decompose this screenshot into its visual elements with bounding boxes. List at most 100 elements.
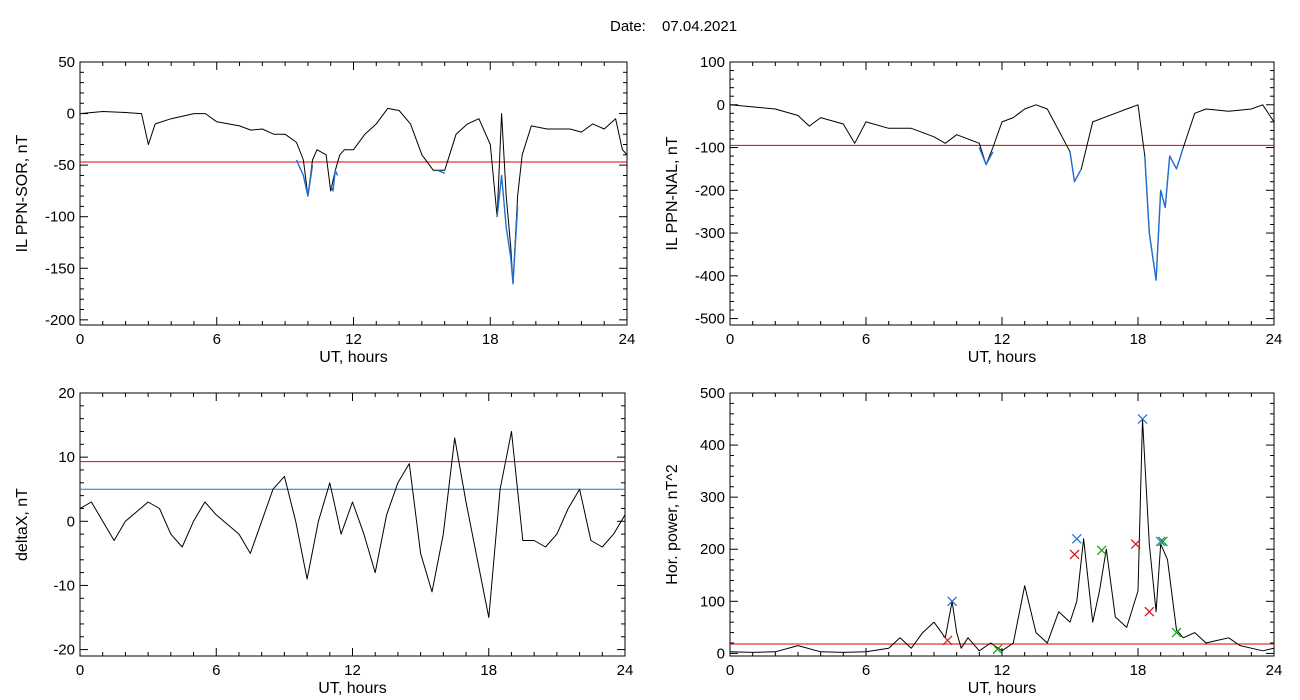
y-tick-label: 10 — [58, 449, 75, 466]
marker-stroke — [942, 635, 953, 646]
series-group — [80, 107, 627, 285]
x-tick-label: 12 — [344, 662, 361, 679]
y-tick-label: -300 — [695, 225, 725, 242]
x-tick-label: 0 — [726, 662, 734, 679]
y-axis-label: Hor. power, nT^2 — [664, 464, 681, 585]
y-tick-label: 400 — [700, 437, 725, 454]
y-tick-label: 300 — [700, 489, 725, 506]
marker-stroke — [1144, 606, 1155, 617]
plot-frame — [729, 61, 1275, 326]
x-tick-label: 18 — [480, 662, 497, 679]
y-axis-label: IL PPN-NAL, nT — [664, 136, 681, 250]
plot-frame — [79, 61, 628, 326]
series-group — [730, 418, 1274, 653]
marker-blue — [1155, 536, 1166, 547]
y-axis-label: deltaX, nT — [14, 488, 31, 561]
y-tick-label: 500 — [700, 385, 725, 402]
panel-1: 0 6 12 18 24 50 0 -50 -100 -150 -200 UT, hours IL PP… — [14, 54, 635, 366]
y-tick-label: 0 — [67, 106, 75, 123]
series-line-1 — [80, 107, 627, 285]
x-tick-label: 24 — [1266, 331, 1283, 348]
marker-stroke — [1071, 533, 1082, 544]
x-tick-label: 0 — [76, 662, 84, 679]
y-tick-label: -200 — [695, 182, 725, 199]
series-line-5 — [496, 174, 519, 285]
x-tick-label: 6 — [862, 331, 870, 348]
marker-stroke — [1137, 414, 1148, 424]
marker-green — [992, 644, 1003, 655]
panel-2: 0 6 12 18 24 100 0 -100 -200 -300 -400 -500 UT, hour… — [664, 54, 1282, 366]
marker-red — [1069, 549, 1080, 560]
y-tick-label: -50 — [53, 157, 75, 174]
x-axis-label: UT, hours — [968, 680, 1036, 697]
date-label: Date: — [610, 18, 646, 35]
y-tick-label: 20 — [58, 385, 75, 402]
series-line-2 — [978, 147, 994, 166]
marker-stroke — [947, 596, 958, 607]
series-line-4 — [1144, 147, 1184, 281]
x-tick-label: 18 — [1130, 662, 1147, 679]
marker-green — [1158, 536, 1168, 547]
x-tick-label: 12 — [994, 662, 1011, 679]
marker-stroke — [1069, 549, 1080, 560]
series-line-3 — [330, 169, 339, 192]
marker-stroke — [1158, 536, 1168, 547]
marker-red — [942, 635, 953, 646]
marker-stroke — [1130, 539, 1141, 549]
series-group — [730, 104, 1274, 281]
x-tick-label: 18 — [482, 331, 499, 348]
marker-stroke — [1096, 545, 1107, 556]
x-tick-label: 24 — [619, 331, 636, 348]
marker-stroke — [992, 644, 1003, 655]
marker-blue — [947, 596, 958, 607]
series-line-1 — [80, 431, 625, 618]
y-tick-label: -100 — [695, 140, 725, 157]
series-line-2 — [295, 159, 314, 197]
x-axis-label: UT, hours — [318, 680, 386, 697]
x-tick-label: 6 — [213, 331, 221, 348]
y-tick-label: -200 — [45, 312, 75, 329]
plot-frame — [729, 392, 1275, 657]
y-tick-label: 50 — [58, 54, 75, 71]
date-value: 07.04.2021 — [662, 18, 738, 35]
marker-stroke — [1171, 627, 1182, 638]
marker-red — [1144, 606, 1155, 617]
x-tick-label: 18 — [1130, 331, 1147, 348]
y-tick-label: -10 — [53, 577, 75, 594]
y-tick-label: -100 — [45, 209, 75, 226]
x-tick-label: 12 — [345, 331, 362, 348]
y-axis-label: IL PPN-SOR, nT — [14, 134, 31, 252]
y-tick-label: 100 — [700, 54, 725, 71]
marker-red — [1130, 539, 1141, 549]
x-tick-label: 24 — [1266, 662, 1283, 679]
x-tick-label: 0 — [76, 331, 84, 348]
y-tick-label: -20 — [53, 642, 75, 659]
y-tick-label: 0 — [717, 645, 725, 662]
series-line-1 — [730, 418, 1274, 653]
series-line-4 — [437, 169, 445, 175]
x-tick-label: 0 — [726, 331, 734, 348]
y-tick-label: 200 — [700, 541, 725, 558]
panel-3: 0 6 12 18 24 20 10 0 -10 -20 UT, hours deltaX, nT — [14, 385, 633, 697]
y-tick-label: -150 — [45, 260, 75, 277]
y-tick-label: -400 — [695, 268, 725, 285]
x-tick-label: 12 — [994, 331, 1011, 348]
marker-blue — [1071, 533, 1082, 544]
marker-green — [1171, 627, 1182, 638]
y-tick-label: 100 — [700, 593, 725, 610]
series-line-3 — [1069, 151, 1082, 183]
x-tick-label: 24 — [617, 662, 634, 679]
y-tick-label: 0 — [67, 513, 75, 530]
marker-green — [1096, 545, 1107, 556]
marker-stroke — [1155, 536, 1166, 547]
marker-blue — [1137, 414, 1148, 424]
x-tick-label: 6 — [212, 662, 220, 679]
y-tick-label: 0 — [717, 97, 725, 114]
y-tick-label: -500 — [695, 311, 725, 328]
panel-4: 0 6 12 18 24 500 400 300 200 100 0 UT, hours Hor. po… — [664, 385, 1282, 697]
x-axis-label: UT, hours — [319, 349, 387, 366]
series-line-1 — [730, 104, 1274, 281]
x-tick-label: 6 — [862, 662, 870, 679]
x-axis-label: UT, hours — [968, 349, 1036, 366]
